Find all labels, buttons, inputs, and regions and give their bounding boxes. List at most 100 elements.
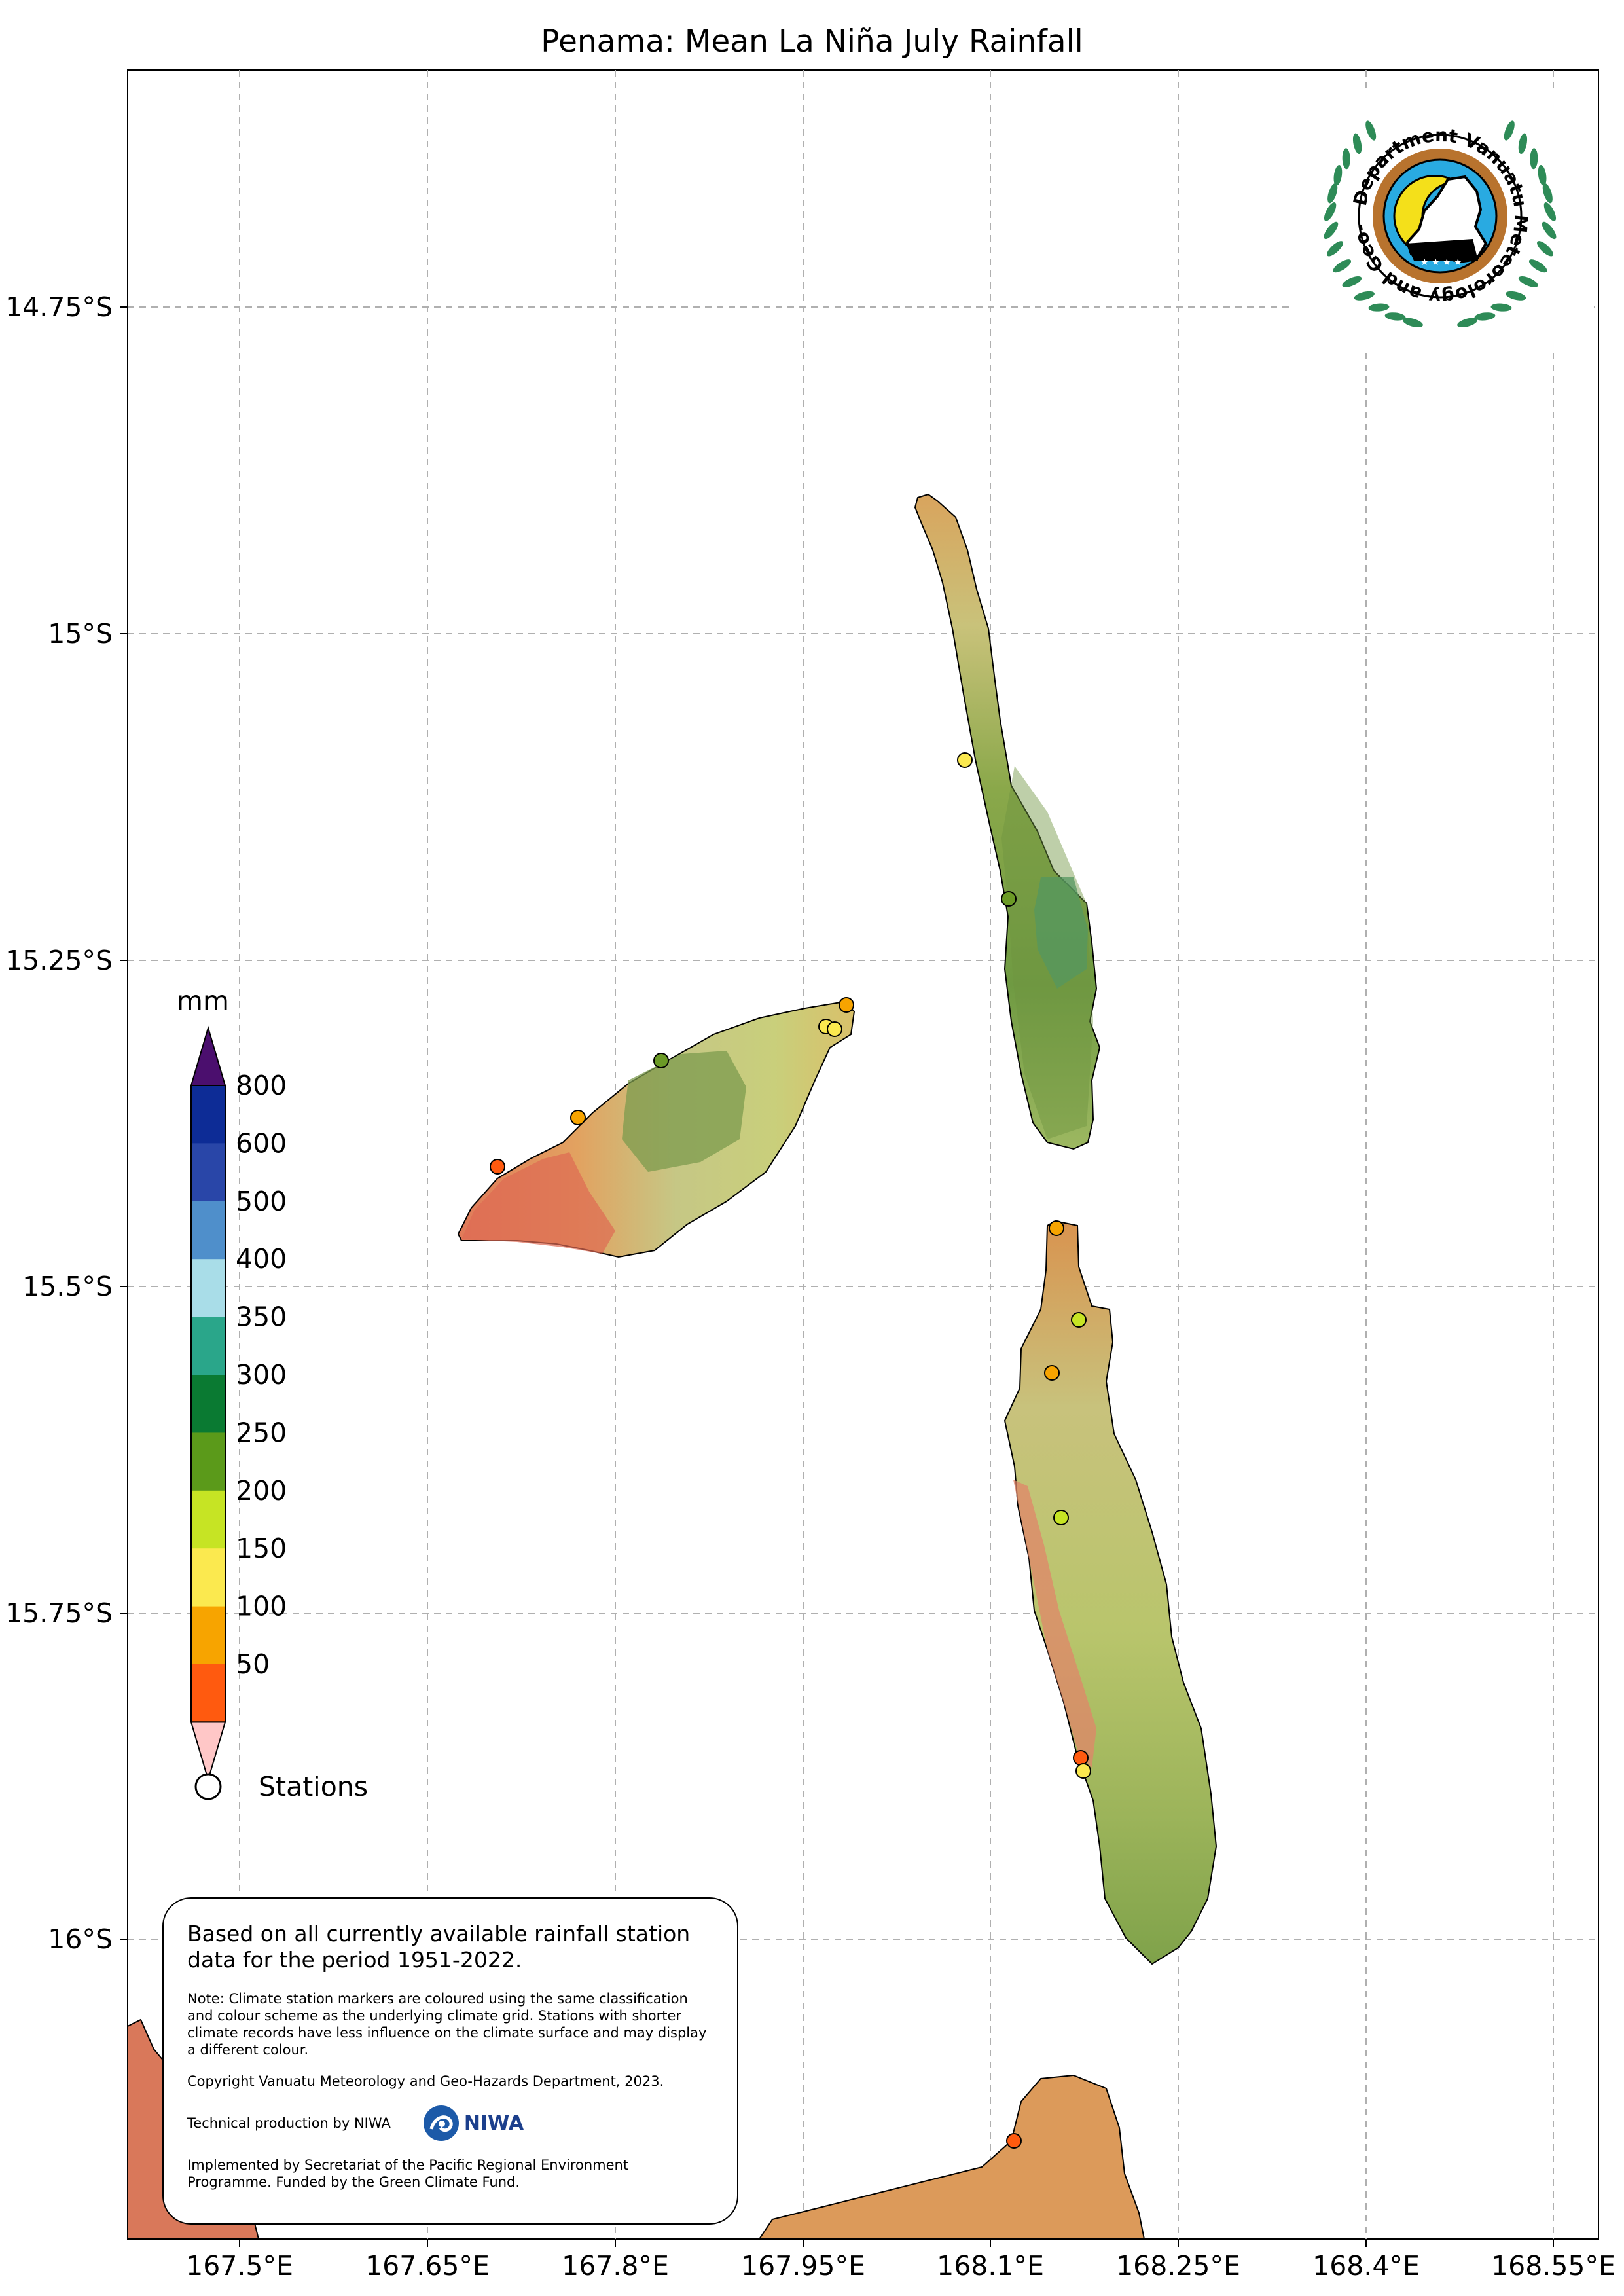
latitude-labels: 14.75°S 15°S 15.25°S 15.5°S 15.75°S 16°S [5, 291, 113, 1955]
wreath-leaf [1518, 276, 1538, 287]
wreath-leaf [1457, 318, 1478, 328]
colorbar [190, 1025, 226, 1782]
wreath-leaf [1368, 303, 1390, 312]
wreath-leaf [1327, 241, 1343, 257]
info-copyright: Copyright Vanuatu Meteorology and Geo-Ha… [187, 2073, 664, 2089]
colorbar-label: 150 [236, 1533, 287, 1564]
colorbar-label: 250 [236, 1417, 287, 1448]
wreath-leaf [1354, 291, 1375, 301]
pentecost-coastal-zone [1013, 1480, 1096, 1768]
legend-unit: mm [177, 985, 229, 1017]
station-marker [653, 1053, 669, 1068]
laurel-wreath-icon [1324, 120, 1557, 328]
wreath-leaf [1543, 202, 1557, 221]
wreath-leaf [1537, 241, 1553, 257]
colorbar-label: 50 [236, 1649, 270, 1680]
wreath-leaf [1530, 148, 1538, 170]
lat-tick-label: 15.75°S [5, 1597, 113, 1629]
station-marker [1001, 891, 1017, 907]
colorbar-label: 800 [236, 1070, 287, 1101]
ambae-summit-zone [622, 1051, 746, 1172]
maewo-wet-zone [1034, 877, 1088, 989]
info-technical: Technical production by NIWA [187, 2115, 391, 2131]
info-implemented: Implemented by Secretariat of the Pacifi… [187, 2157, 629, 2190]
wreath-leaf [1352, 133, 1362, 155]
colorbar-segment [191, 1606, 225, 1665]
colorbar-segment [191, 1490, 225, 1549]
island-maewo [914, 493, 1101, 1150]
station-marker [839, 997, 854, 1013]
colorbar-segment [191, 1259, 225, 1318]
niwa-credit-row: Technical production by NIWA NIWA [187, 2104, 713, 2142]
wreath-leaf [1333, 259, 1352, 273]
lat-tick-label: 15°S [48, 618, 113, 649]
station-marker [1044, 1365, 1060, 1381]
lat-tick-label: 15.25°S [5, 945, 113, 976]
wreath-leaf [1365, 120, 1377, 141]
wreath-leaf [1384, 312, 1406, 321]
colorbar-segment [191, 1432, 225, 1491]
station-marker [570, 1110, 586, 1125]
wreath-leaf [1538, 164, 1547, 186]
island-south-fragment [758, 2074, 1146, 2239]
niwa-swirl-icon [423, 2105, 459, 2141]
colorbar-label: 100 [236, 1591, 287, 1622]
niwa-logo: NIWA [422, 2104, 524, 2142]
lon-tick-label: 167.5°E [186, 2250, 293, 2282]
station-marker [1075, 1763, 1091, 1779]
colorbar-label: 400 [236, 1243, 287, 1275]
station-marker [827, 1021, 842, 1037]
maewo-green-zone [1001, 766, 1093, 1139]
wreath-leaf [1324, 221, 1339, 240]
wreath-leaf [1490, 303, 1512, 312]
islands [128, 493, 1218, 2239]
map-frame [127, 69, 1599, 2240]
lat-tick-label: 14.75°S [5, 291, 113, 323]
wreath-leaf [1542, 221, 1557, 240]
colorbar-segment [191, 1548, 225, 1607]
lon-tick-label: 167.65°E [365, 2250, 490, 2282]
lat-tick-label: 16°S [48, 1923, 113, 1955]
colorbar-segment [191, 1317, 225, 1376]
info-note: Note: Climate station markers are colour… [187, 1991, 707, 2058]
stations-legend-label: Stations [259, 1771, 368, 1802]
colorbar-label: 200 [236, 1475, 287, 1506]
lon-tick-label: 167.8°E [562, 2250, 669, 2282]
station-marker [1071, 1312, 1087, 1328]
lon-tick-label: 168.4°E [1312, 2250, 1420, 2282]
colorbar-label: 500 [236, 1186, 287, 1217]
station-markers [490, 752, 1091, 2149]
colorbar-segment [191, 1085, 225, 1144]
station-marker [1053, 1510, 1069, 1525]
ambae-coastal-zone [461, 1152, 615, 1254]
colorbar-segment [191, 1375, 225, 1433]
wreath-leaf [1402, 318, 1423, 328]
map-title: Penama: Mean La Niña July Rainfall [541, 24, 1083, 60]
wreath-leaf [1324, 202, 1337, 221]
lon-tick-label: 168.1°E [937, 2250, 1044, 2282]
wreath-leaf [1327, 183, 1338, 204]
info-box: Based on all currently available rainfal… [162, 1897, 738, 2225]
island-pentecost [1003, 1220, 1218, 1965]
colorbar-segment [191, 1143, 225, 1202]
wreath-leaf [1474, 312, 1496, 321]
station-marker [490, 1159, 505, 1175]
colorbar-label: 350 [236, 1302, 287, 1333]
wreath-leaf [1342, 148, 1350, 170]
wreath-leaf [1518, 133, 1528, 155]
lon-tick-label: 167.95°E [741, 2250, 865, 2282]
wreath-leaf [1333, 164, 1343, 186]
wreath-leaf [1504, 120, 1515, 141]
station-marker [1073, 1750, 1089, 1766]
colorbar-labels: 800 600 500 400 350 300 250 200 150 100 50 [236, 1070, 287, 1680]
colorbar-label: 600 [236, 1127, 287, 1159]
station-marker [1049, 1220, 1064, 1236]
colorbar-label: 300 [236, 1359, 287, 1391]
info-main-text: Based on all currently available rainfal… [187, 1921, 691, 1973]
wreath-leaf [1506, 291, 1526, 301]
lat-tick-label: 15.5°S [22, 1271, 113, 1302]
colorbar-segment [191, 1664, 225, 1722]
longitude-labels: 167.5°E 167.65°E 167.8°E 167.95°E 168.1°… [186, 2250, 1615, 2282]
lon-tick-label: 168.55°E [1491, 2250, 1615, 2282]
